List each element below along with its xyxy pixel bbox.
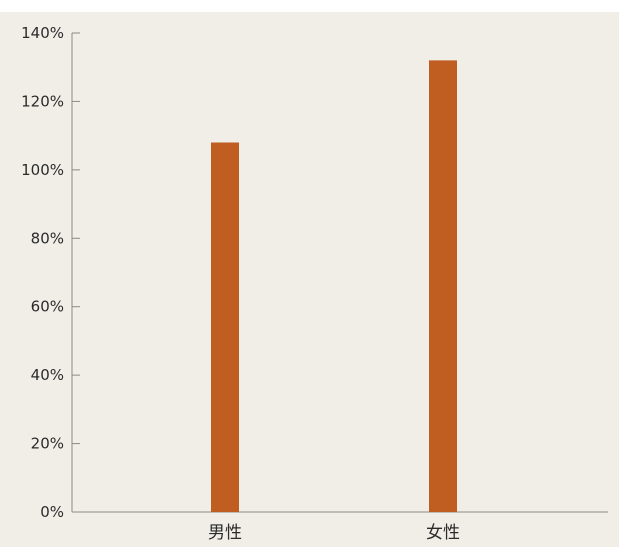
- category-label: 男性: [208, 523, 242, 543]
- bar-male: [211, 142, 239, 512]
- bars-group: [211, 60, 457, 512]
- y-tick-label: 140%: [21, 24, 64, 42]
- bar-female: [429, 60, 457, 512]
- y-tick-label: 60%: [31, 298, 64, 316]
- y-axis: 0% 20% 40% 60% 80% 100% 120% 140%: [21, 24, 80, 521]
- y-tick-label: 120%: [21, 92, 64, 110]
- y-tick-label: 0%: [40, 503, 64, 521]
- category-label: 女性: [426, 523, 460, 543]
- chart-background: [0, 12, 619, 547]
- y-tick-label: 80%: [31, 229, 64, 247]
- category-labels: 男性 女性: [208, 523, 460, 543]
- y-tick-label: 40%: [31, 366, 64, 384]
- y-tick-label: 20%: [31, 435, 64, 453]
- y-tick-label: 100%: [21, 161, 64, 179]
